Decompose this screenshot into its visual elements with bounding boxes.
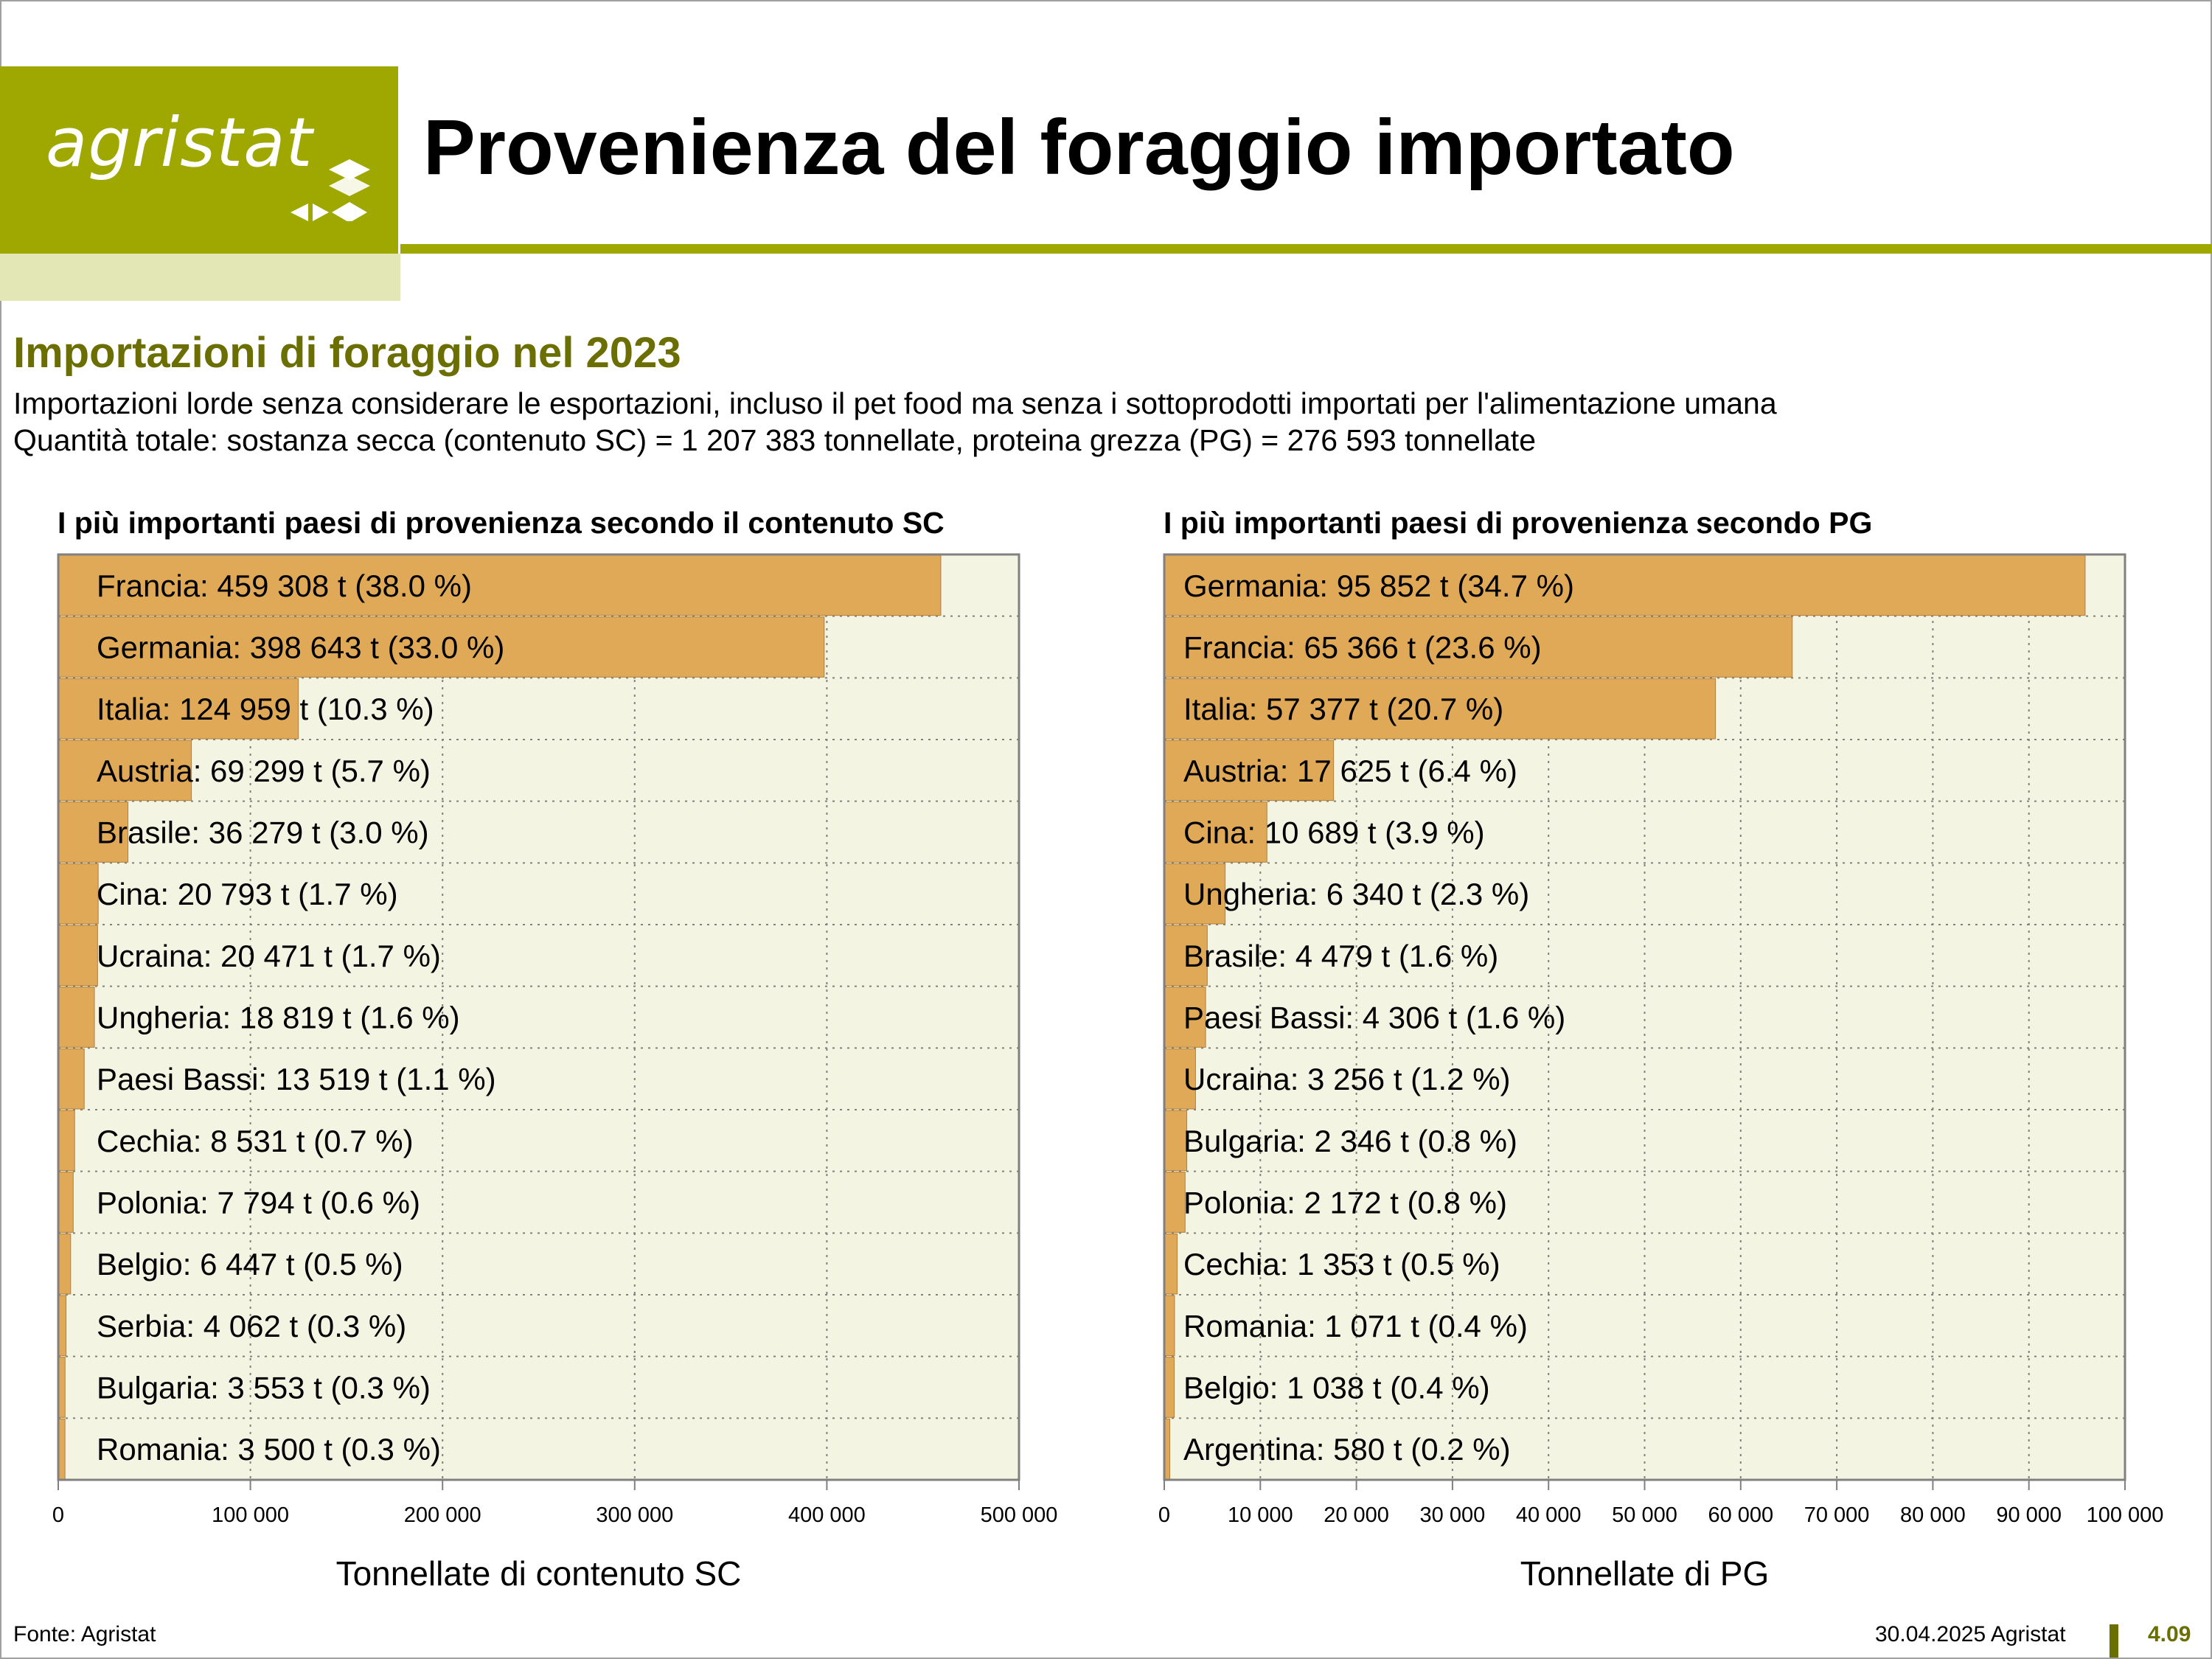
pg-bar-italia bbox=[1164, 678, 1717, 740]
title-rule bbox=[400, 244, 2212, 254]
sc-data-label: Cechia: 8 531 t (0.7 %) bbox=[97, 1124, 414, 1158]
pg-data-label: Belgio: 1 038 t (0.4 %) bbox=[1183, 1371, 1490, 1405]
pg-bar-paesi-bassi bbox=[1164, 987, 1206, 1048]
sc-data-label: Ucraina: 20 471 t (1.7 %) bbox=[97, 939, 441, 973]
sc-data-label: Francia: 459 308 t (38.0 %) bbox=[97, 568, 472, 603]
sc-data-label: Belgio: 6 447 t (0.5 %) bbox=[97, 1247, 403, 1281]
pg-data-label: Italia: 57 377 t (20.7 %) bbox=[1183, 692, 1503, 726]
logo-block bbox=[0, 66, 398, 254]
agristat-logo-text: agristat bbox=[46, 103, 313, 182]
pg-bar-ucraina bbox=[1164, 1048, 1196, 1110]
pg-x-tick-label: 10 000 bbox=[1228, 1503, 1293, 1527]
sc-data-label: Italia: 124 959 t (10.3 %) bbox=[97, 692, 434, 726]
pg-bar-austria bbox=[1164, 740, 1335, 801]
pg-data-label: Brasile: 4 479 t (1.6 %) bbox=[1183, 939, 1498, 973]
pg-x-axis-label: Tonnellate di PG bbox=[1520, 1554, 1770, 1593]
sc-bar-italia bbox=[58, 678, 299, 740]
sc-bar-ucraina bbox=[58, 925, 98, 987]
sc-bar-serbia bbox=[58, 1295, 67, 1357]
sc-bar-paesi-bassi bbox=[58, 1048, 85, 1110]
sc-bar-cina bbox=[58, 863, 99, 925]
chart-sc-title: I più importanti paesi di provenienza se… bbox=[58, 506, 945, 540]
sc-data-label: Germania: 398 643 t (33.0 %) bbox=[97, 630, 504, 665]
sc-data-label: Serbia: 4 062 t (0.3 %) bbox=[97, 1309, 406, 1343]
pg-data-label: Romania: 1 071 t (0.4 %) bbox=[1183, 1309, 1528, 1343]
footer-source: Fonte: Agristat bbox=[13, 1622, 156, 1646]
sc-data-label: Austria: 69 299 t (5.7 %) bbox=[97, 754, 431, 788]
pg-data-label: Ucraina: 3 256 t (1.2 %) bbox=[1183, 1062, 1511, 1096]
agristat-logo-icon bbox=[291, 159, 370, 221]
sc-x-tick-label: 0 bbox=[52, 1503, 64, 1527]
pg-data-label: Ungheria: 6 340 t (2.3 %) bbox=[1183, 877, 1529, 911]
pg-x-tick-label: 100 000 bbox=[2087, 1503, 2164, 1527]
pg-bar-bulgaria bbox=[1164, 1110, 1188, 1172]
sc-data-label: Ungheria: 18 819 t (1.6 %) bbox=[97, 1001, 460, 1035]
pg-data-label: Cechia: 1 353 t (0.5 %) bbox=[1183, 1247, 1500, 1281]
pg-data-label: Germania: 95 852 t (34.7 %) bbox=[1183, 568, 1574, 603]
pg-data-label: Francia: 65 366 t (23.6 %) bbox=[1183, 630, 1542, 665]
pg-bar-brasile bbox=[1164, 925, 1208, 987]
pg-data-label: Cina: 10 689 t (3.9 %) bbox=[1183, 815, 1485, 850]
pg-bar-germania bbox=[1164, 554, 2086, 616]
sc-x-tick-label: 500 000 bbox=[981, 1503, 1058, 1527]
pg-bar-polonia bbox=[1164, 1172, 1186, 1233]
pg-x-tick-label: 0 bbox=[1158, 1503, 1170, 1527]
footer-divider bbox=[2110, 1624, 2118, 1658]
sc-x-axis-label: Tonnellate di contenuto SC bbox=[336, 1554, 742, 1593]
pg-bar-romania bbox=[1164, 1295, 1175, 1357]
sc-data-label: Bulgaria: 3 553 t (0.3 %) bbox=[97, 1371, 431, 1405]
sc-plot-border bbox=[57, 553, 1020, 1481]
sc-bar-ungheria bbox=[58, 987, 95, 1048]
sc-bar-belgio bbox=[58, 1233, 72, 1295]
pg-data-label: Polonia: 2 172 t (0.8 %) bbox=[1183, 1186, 1507, 1220]
logo-accent-strip bbox=[0, 254, 400, 301]
pg-data-label: Austria: 17 625 t (6.4 %) bbox=[1183, 754, 1517, 788]
sc-bar-polonia bbox=[58, 1172, 74, 1233]
pg-bar-ungheria bbox=[1164, 863, 1226, 925]
sc-bar-cechia bbox=[58, 1110, 75, 1172]
pg-x-tick-label: 90 000 bbox=[1996, 1503, 2062, 1527]
sc-data-label: Romania: 3 500 t (0.3 %) bbox=[97, 1432, 441, 1467]
sc-x-tick-label: 200 000 bbox=[404, 1503, 481, 1527]
pg-x-tick-label: 30 000 bbox=[1420, 1503, 1486, 1527]
pg-x-tick-label: 60 000 bbox=[1708, 1503, 1773, 1527]
pg-x-tick-label: 40 000 bbox=[1516, 1503, 1582, 1527]
pg-bar-francia bbox=[1164, 616, 1793, 678]
sc-bar-brasile bbox=[58, 801, 129, 863]
sc-data-label: Cina: 20 793 t (1.7 %) bbox=[97, 877, 398, 911]
pg-x-tick-label: 70 000 bbox=[1804, 1503, 1870, 1527]
footer-page-number: 4.09 bbox=[2148, 1622, 2191, 1646]
footer-date: 30.04.2025 Agristat bbox=[1875, 1622, 2066, 1646]
pg-bar-cechia bbox=[1164, 1233, 1178, 1295]
sc-data-label: Polonia: 7 794 t (0.6 %) bbox=[97, 1186, 420, 1220]
pg-data-label: Paesi Bassi: 4 306 t (1.6 %) bbox=[1183, 1001, 1565, 1035]
sc-data-label: Brasile: 36 279 t (3.0 %) bbox=[97, 815, 429, 850]
description-line-2: Quantità totale: sostanza secca (contenu… bbox=[13, 423, 1536, 457]
sc-x-tick-label: 400 000 bbox=[788, 1503, 866, 1527]
description-line-1: Importazioni lorde senza considerare le … bbox=[13, 386, 1777, 420]
pg-data-label: Bulgaria: 2 346 t (0.8 %) bbox=[1183, 1124, 1517, 1158]
sc-bar-germania bbox=[58, 616, 825, 678]
pg-x-tick-label: 20 000 bbox=[1324, 1503, 1389, 1527]
pg-bar-cina bbox=[1164, 801, 1267, 863]
chart-pg-title: I più importanti paesi di provenienza se… bbox=[1164, 506, 1873, 540]
sc-bar-francia bbox=[58, 554, 942, 616]
sc-x-tick-label: 300 000 bbox=[596, 1503, 673, 1527]
sc-data-label: Paesi Bassi: 13 519 t (1.1 %) bbox=[97, 1062, 496, 1096]
pg-bar-belgio bbox=[1164, 1357, 1175, 1418]
sc-x-tick-label: 100 000 bbox=[212, 1503, 289, 1527]
pg-x-tick-label: 50 000 bbox=[1612, 1503, 1677, 1527]
pg-x-tick-label: 80 000 bbox=[1900, 1503, 1966, 1527]
page-title: Provenienza del foraggio importato bbox=[423, 104, 1735, 191]
pg-data-label: Argentina: 580 t (0.2 %) bbox=[1183, 1432, 1511, 1467]
section-subtitle: Importazioni di foraggio nel 2023 bbox=[13, 329, 681, 377]
